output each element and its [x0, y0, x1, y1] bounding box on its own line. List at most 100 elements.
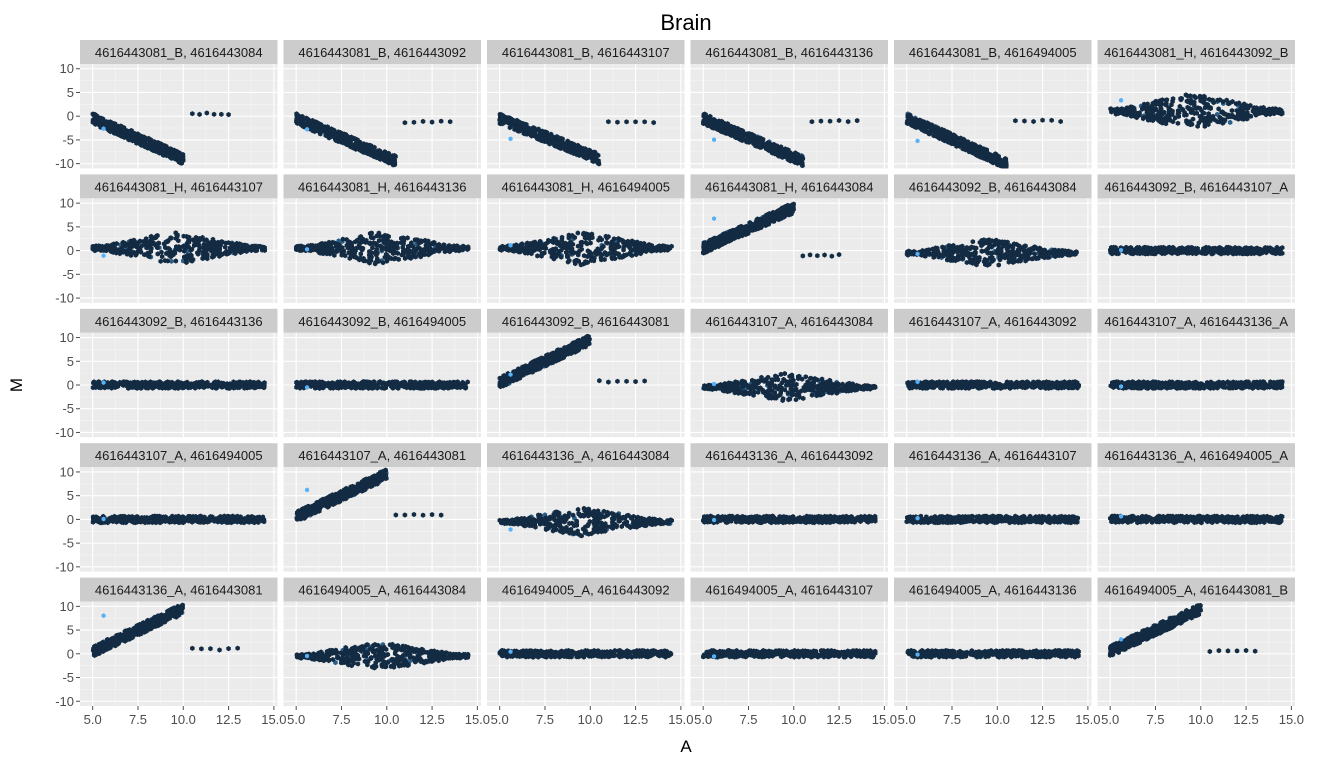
hexbin-point [330, 239, 335, 245]
hexbin-point [1210, 97, 1215, 103]
hexbin-point [197, 111, 202, 117]
hexbin-point [941, 245, 946, 251]
density-peak [712, 216, 717, 221]
hexbin-point [201, 241, 207, 247]
hexbin-point [624, 242, 629, 248]
hexbin-point [740, 137, 745, 144]
hexbin-point [1240, 105, 1245, 111]
hexbin-point [761, 216, 766, 222]
hexbin-point [661, 243, 667, 249]
hexbin-point [420, 247, 425, 253]
hexbin-point [968, 257, 973, 263]
hexbin-point [552, 251, 557, 257]
hexbin-point [702, 243, 708, 249]
hexbin-point [499, 247, 504, 253]
density-peak [915, 251, 920, 257]
facet-strip-label: 4616443081_B, 4616443136 [705, 45, 873, 60]
hexbin-point [703, 119, 709, 125]
hexbin-point [195, 251, 201, 257]
hexbin-point [123, 129, 128, 135]
hexbin-point [1001, 164, 1007, 169]
hexbin-point [1205, 101, 1210, 108]
hexbin-point [92, 115, 97, 121]
hexbin-point [1153, 102, 1158, 108]
hexbin-point [446, 247, 452, 254]
hexbin-point [1024, 252, 1029, 258]
hexbin-point [566, 235, 572, 241]
facet-strip [80, 174, 278, 199]
hexbin-point [174, 150, 179, 156]
hexbin-point [548, 139, 554, 145]
hexbin-point [519, 248, 525, 254]
hexbin-point [127, 134, 132, 140]
facet-strip-label: 4616443081_H, 4616443092_B [1104, 45, 1288, 60]
hexbin-point [576, 252, 581, 258]
hexbin-point [568, 149, 573, 155]
hexbin-cloud [497, 111, 656, 167]
facet-panel: 4616443081_B, 4616494005 [894, 40, 1092, 169]
hexbin-point [567, 145, 573, 151]
hexbin-point [179, 159, 184, 165]
hexbin-point [368, 152, 373, 158]
hexbin-point [1163, 102, 1169, 108]
hexbin-point [1215, 97, 1220, 103]
hexbin-point [593, 250, 598, 256]
hexbin-point [1169, 108, 1175, 114]
hexbin-point [774, 209, 779, 215]
hexbin-point [1143, 103, 1148, 109]
hexbin-point [155, 244, 160, 251]
hexbin-point [384, 258, 390, 264]
hexbin-point [1013, 118, 1018, 124]
hexbin-point [538, 137, 544, 144]
hexbin-point [393, 255, 398, 261]
hexbin-point [611, 236, 617, 242]
hexbin-point [836, 117, 842, 124]
facet-strip [1097, 40, 1295, 64]
hexbin-point [1032, 244, 1037, 250]
hexbin-point [110, 249, 115, 255]
hexbin-point [1032, 251, 1037, 257]
facet-strip [1097, 174, 1295, 199]
hexbin-point [425, 242, 431, 248]
density-peak [508, 242, 513, 248]
hexbin-point [930, 252, 936, 258]
hexbin-point [401, 235, 406, 241]
hexbin-point [996, 262, 1001, 268]
hexbin-point [122, 134, 127, 140]
hexbin-point [1194, 105, 1199, 112]
hexbin-point [800, 161, 805, 167]
hexbin-point [219, 239, 224, 245]
density-peak [712, 137, 717, 143]
hexbin-point [1194, 110, 1199, 116]
hexbin-cloud [701, 201, 842, 259]
hexbin-point [316, 249, 321, 255]
hexbin-point [358, 251, 363, 257]
hexbin-point [358, 255, 363, 261]
hexbin-point [954, 256, 959, 262]
facet-strip-label: 4616443081_B, 4616443107 [502, 45, 670, 60]
facet-panel: 4616443092_B, 4616443084 [894, 174, 1092, 303]
facet-strip [487, 174, 685, 199]
hexbin-point [1004, 251, 1009, 257]
hexbin-point [1137, 110, 1142, 116]
hexbin-point [646, 247, 652, 253]
hexbin-point [345, 243, 351, 249]
hexbin-point [369, 250, 374, 256]
hexbin-point [380, 260, 386, 266]
hexbin-point [1112, 107, 1117, 113]
hexbin-point [159, 254, 165, 260]
hexbin-point [1160, 97, 1165, 103]
hexbin-point [361, 258, 366, 264]
hexbin-point [298, 116, 304, 122]
hexbin-point [960, 255, 966, 262]
hexbin-point [459, 244, 465, 250]
facet-strip [690, 174, 888, 199]
hexbin-point [646, 243, 652, 249]
hexbin-point [194, 237, 199, 243]
hexbin-point [189, 258, 195, 264]
hexbin-point [1163, 97, 1169, 103]
hexbin-point [379, 246, 384, 253]
facet-strip-label: 4616443081_H, 4616443136 [298, 179, 466, 194]
hexbin-point [370, 245, 375, 251]
hexbin-point [360, 245, 365, 252]
